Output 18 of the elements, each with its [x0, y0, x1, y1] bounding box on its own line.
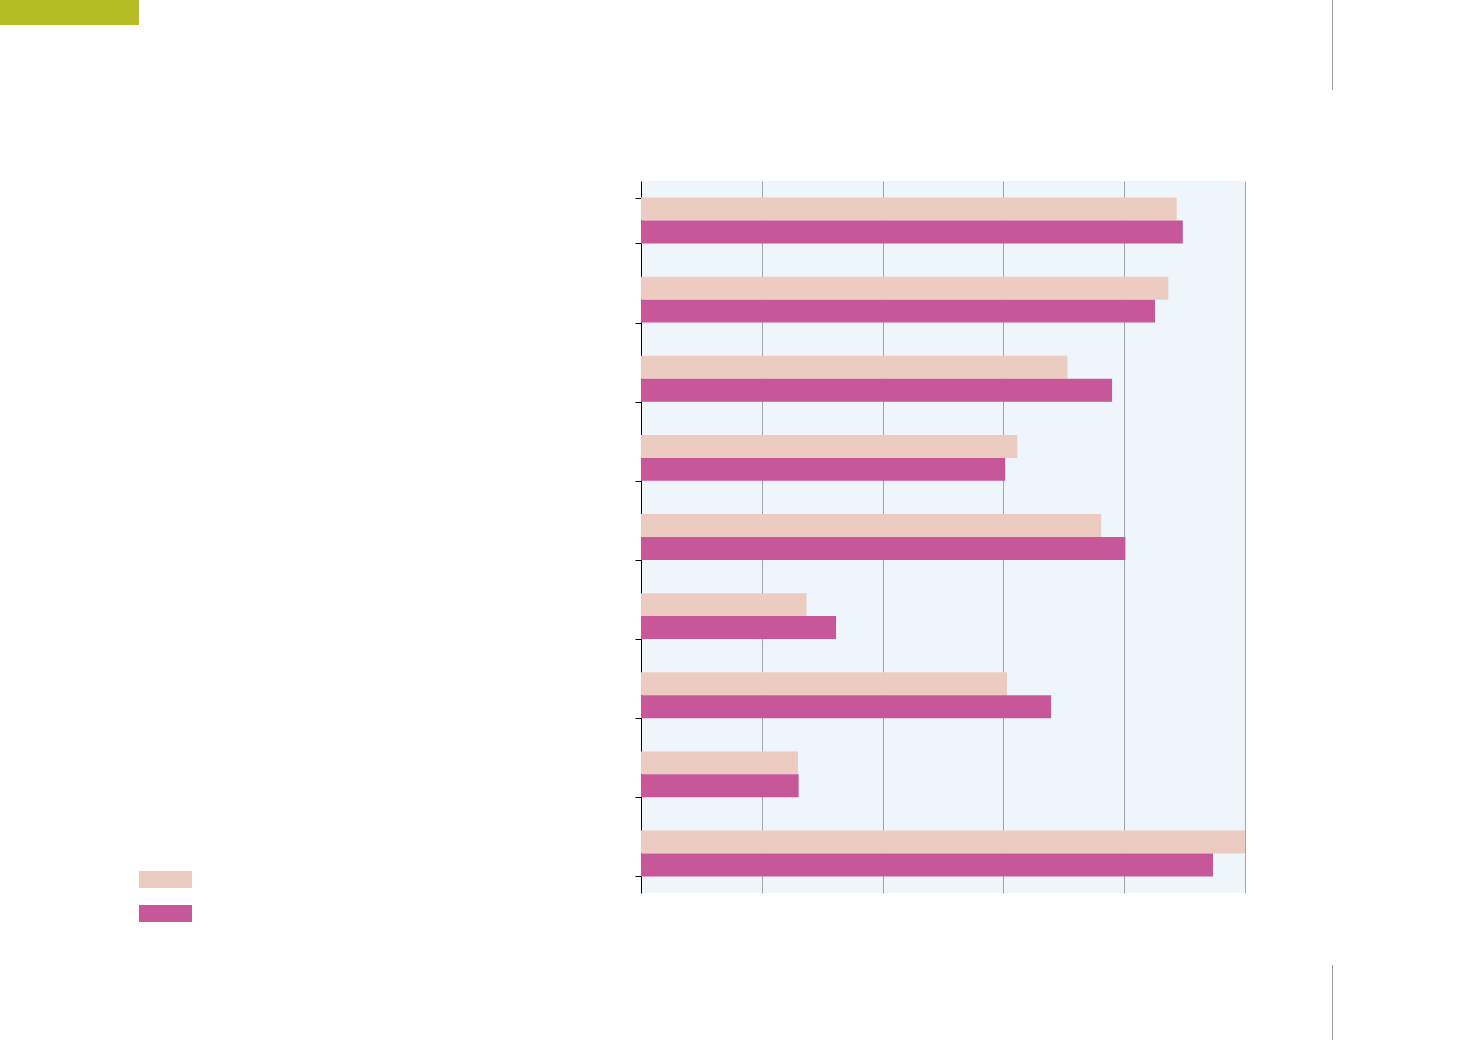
bar — [641, 220, 1183, 244]
bar — [641, 830, 1245, 854]
bar — [641, 514, 1102, 537]
bar — [641, 276, 1169, 300]
bar — [641, 593, 807, 617]
bar — [641, 695, 1052, 719]
bar — [641, 355, 1068, 379]
bar — [641, 299, 1155, 323]
bar — [641, 751, 799, 775]
bar — [641, 853, 1213, 877]
bar — [641, 434, 1018, 458]
bar — [641, 672, 1008, 696]
bar — [641, 616, 837, 640]
bar — [641, 537, 1126, 560]
bar — [641, 378, 1113, 402]
bar — [641, 457, 1006, 481]
bar — [641, 197, 1177, 221]
bar — [641, 774, 799, 798]
